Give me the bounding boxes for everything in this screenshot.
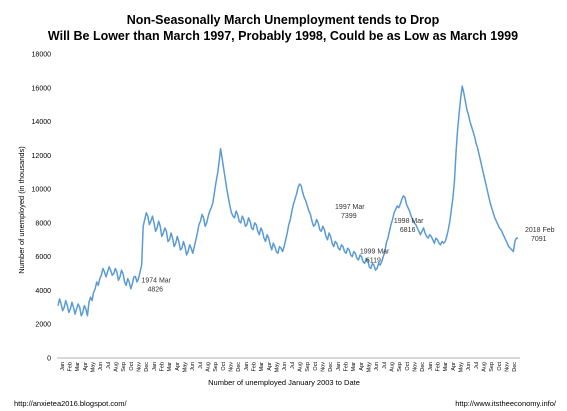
x-tick-label: Apr xyxy=(359,362,365,371)
y-tick-label: 0 xyxy=(47,356,51,363)
x-tick-label: Jun xyxy=(374,362,380,371)
x-tick-label: Oct xyxy=(129,362,135,371)
x-tick-label: Apr xyxy=(175,362,181,371)
x-tick-label: Mar xyxy=(75,362,81,372)
x-tick-label: May xyxy=(275,362,281,373)
footer-left-url: http://anxietea2016.blogspot.com/ xyxy=(14,399,127,408)
x-tick-label: Sep xyxy=(121,362,127,372)
x-tick-label: Jul xyxy=(290,362,296,369)
x-tick-label: Aug xyxy=(298,362,304,372)
x-tick-label: Jan xyxy=(336,362,342,371)
x-tick-label: Jun xyxy=(190,362,196,371)
x-tick-label: Jun xyxy=(98,362,104,371)
x-tick-label: Oct xyxy=(405,362,411,371)
footer-right-url: http://www.itstheeconomy.info/ xyxy=(455,399,557,408)
annotation-value: 7091 xyxy=(531,236,547,243)
x-tick-label: Jun xyxy=(282,362,288,371)
series-line xyxy=(57,85,519,317)
x-tick-label: Aug xyxy=(482,362,488,372)
x-tick-label: Dec xyxy=(144,362,150,372)
y-axis-ticks: 0 2000 4000 6000 8000 10000 12000 14000 16000 180… xyxy=(32,52,52,363)
y-tick-label: 14000 xyxy=(32,119,52,126)
y-axis-label: Number of unemployed (in thousands) xyxy=(17,146,26,274)
x-tick-label: Feb xyxy=(160,362,166,371)
x-tick-label: Oct xyxy=(313,362,319,371)
x-tick-label: Feb xyxy=(436,362,442,371)
x-tick-label: Jul xyxy=(474,362,480,369)
x-tick-label: Jun xyxy=(466,362,472,371)
x-tick-label: Feb xyxy=(252,362,258,371)
x-tick-label: Sep xyxy=(397,362,403,372)
x-tick-label: Feb xyxy=(68,362,74,371)
x-tick-label: Sep xyxy=(213,362,219,372)
x-tick-label: Dec xyxy=(512,362,518,372)
x-tick-label: May xyxy=(91,362,97,373)
annotation-value: 4826 xyxy=(147,286,163,293)
x-axis-label: Number of unemployed January 2003 to Dat… xyxy=(208,378,360,387)
x-tick-label: Feb xyxy=(344,362,350,371)
x-tick-label: Jul xyxy=(106,362,112,369)
x-tick-label: Jan xyxy=(244,362,250,371)
x-tick-label: Aug xyxy=(390,362,396,372)
x-tick-label: Apr xyxy=(83,362,89,371)
x-tick-label: Apr xyxy=(451,362,457,371)
annotations: 1974 Mar 4826 1997 Mar 7399 1998 Mar 6816 1999… xyxy=(141,204,554,293)
y-tick-label: 4000 xyxy=(35,288,51,295)
x-tick-label: May xyxy=(367,362,373,373)
annotation-label: 1997 Mar xyxy=(335,204,365,211)
x-tick-label: Nov xyxy=(137,362,143,372)
annotation-label: 1974 Mar xyxy=(141,277,171,284)
x-tick-label: Mar xyxy=(167,362,173,372)
y-tick-label: 6000 xyxy=(35,254,51,261)
y-tick-label: 12000 xyxy=(32,153,52,160)
x-tick-label: Oct xyxy=(221,362,227,371)
annotation-value: 6119 xyxy=(366,258,381,265)
x-tick-label: Mar xyxy=(259,362,265,372)
x-tick-label: Jan xyxy=(428,362,434,371)
x-tick-label: Sep xyxy=(305,362,311,372)
chart-title-line2: Will Be Lower than March 1997, Probably … xyxy=(48,29,518,43)
annotation-label: 2018 Feb xyxy=(525,227,555,234)
x-tick-label: Nov xyxy=(321,362,327,372)
x-tick-label: Dec xyxy=(328,362,334,372)
annotation-label: 1998 Mar xyxy=(394,218,424,225)
y-tick-label: 16000 xyxy=(32,85,52,92)
chart-title-line1: Non-Seasonally March Unemployment tends … xyxy=(127,13,440,27)
y-tick-label: 10000 xyxy=(32,187,52,194)
x-tick-label: Dec xyxy=(236,362,242,372)
annotation-value: 7399 xyxy=(341,213,357,220)
x-tick-label: Nov xyxy=(413,362,419,372)
x-tick-label: Nov xyxy=(229,362,235,372)
x-tick-label: Mar xyxy=(351,362,357,372)
x-tick-label: May xyxy=(183,362,189,373)
x-tick-label: Oct xyxy=(497,362,503,371)
x-tick-label: Aug xyxy=(206,362,212,372)
annotation-label: 1999 Mar xyxy=(360,249,390,256)
x-tick-label: Jul xyxy=(198,362,204,369)
x-tick-label: Mar xyxy=(443,362,449,372)
annotation-value: 6816 xyxy=(400,227,416,234)
y-tick-label: 2000 xyxy=(35,322,51,329)
x-tick-label: Jan xyxy=(152,362,158,371)
x-tick-label: Apr xyxy=(267,362,273,371)
x-axis-ticks: Jan Feb Mar Apr May Jun Jul Aug Sep Oct Nov Dec Jan F… xyxy=(60,362,518,373)
y-tick-label: 18000 xyxy=(32,52,52,59)
x-tick-label: Sep xyxy=(489,362,495,372)
x-tick-label: May xyxy=(459,362,465,373)
x-tick-label: Jan xyxy=(60,362,66,371)
x-tick-label: Jul xyxy=(382,362,388,369)
x-tick-label: Dec xyxy=(420,362,426,372)
x-tick-label: Nov xyxy=(505,362,511,372)
x-tick-label: Aug xyxy=(114,362,120,372)
y-tick-label: 8000 xyxy=(35,220,51,227)
